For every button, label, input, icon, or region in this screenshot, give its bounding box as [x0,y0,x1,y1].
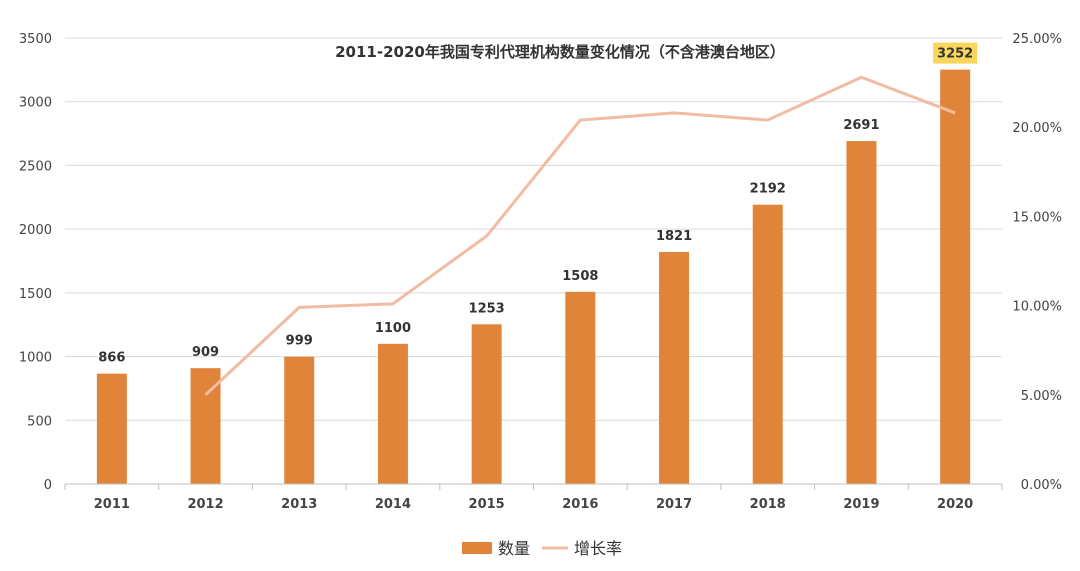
x-tick-label: 2018 [750,497,786,512]
y-left-tick-label: 500 [27,414,52,429]
grid [65,37,1002,421]
bar [846,141,877,484]
bar [659,251,690,484]
bar-value-label: 1253 [469,301,505,316]
y-right-tick-label: 20.00% [1012,121,1062,136]
y-right-tick-label: 25.00% [1012,32,1062,47]
legend-swatch-bar [462,542,492,554]
y-left-tick-label: 3000 [19,96,52,111]
legend: 数量 增长率 [462,539,622,558]
y-right-tick-label: 15.00% [1012,210,1062,225]
x-tick-label: 2013 [281,497,317,512]
bars [96,69,971,484]
bar-value-label: 1508 [562,269,598,284]
growth-rate-line [204,75,956,396]
bar-value-label: 1821 [656,229,692,244]
x-tick-label: 2012 [187,497,223,512]
bar-value-label: 2192 [750,182,786,197]
y-left-tick-label: 2500 [19,159,52,174]
bar-value-label: 909 [192,345,219,360]
y-left-tick-label: 1500 [19,287,52,302]
bar-value-label: 866 [98,351,125,366]
growth-line-group [204,75,956,396]
x-tick-label: 2016 [562,497,598,512]
x-tick-label: 2015 [469,497,505,512]
y-right-tick-label: 5.00% [1021,389,1062,404]
bar-value-label: 1100 [375,321,411,336]
bar [565,291,596,484]
bar-value-label: 3252 [937,47,973,62]
bar [752,204,783,484]
bar-label-highlight [933,42,978,64]
bar-value-label: 2691 [843,118,879,133]
y-right-tick-label: 0.00% [1021,478,1062,493]
y-left-tick-label: 3500 [19,32,52,47]
x-tick-label: 2014 [375,497,411,512]
bar [940,69,971,484]
legend-label-growth: 增长率 [574,539,622,558]
bar [96,373,127,484]
x-tick-label: 2019 [843,497,879,512]
bar [284,356,315,484]
y-left-tick-label: 2000 [19,223,52,238]
y-right-tick-label: 10.00% [1012,300,1062,315]
x-tick-label: 2020 [937,497,973,512]
chart-title: 2011-2020年我国专利代理机构数量变化情况（不含港澳台地区） [335,43,785,61]
bar [471,324,502,484]
legend-label-count: 数量 [498,539,530,558]
bar-labels: 866 909 999 1100 1253 1508 1821 2192 2691 3252 [98,42,978,366]
bar [377,343,408,484]
y-left-tick-label: 1000 [19,351,52,366]
axes: 0 500 1000 1500 2000 2500 3000 3500 0.00% 5.00% 10… [19,32,1062,512]
y-left-tick-label: 0 [44,478,52,493]
bar-value-label: 999 [286,334,313,349]
x-tick-label: 2011 [94,497,130,512]
x-tick-label: 2017 [656,497,692,512]
